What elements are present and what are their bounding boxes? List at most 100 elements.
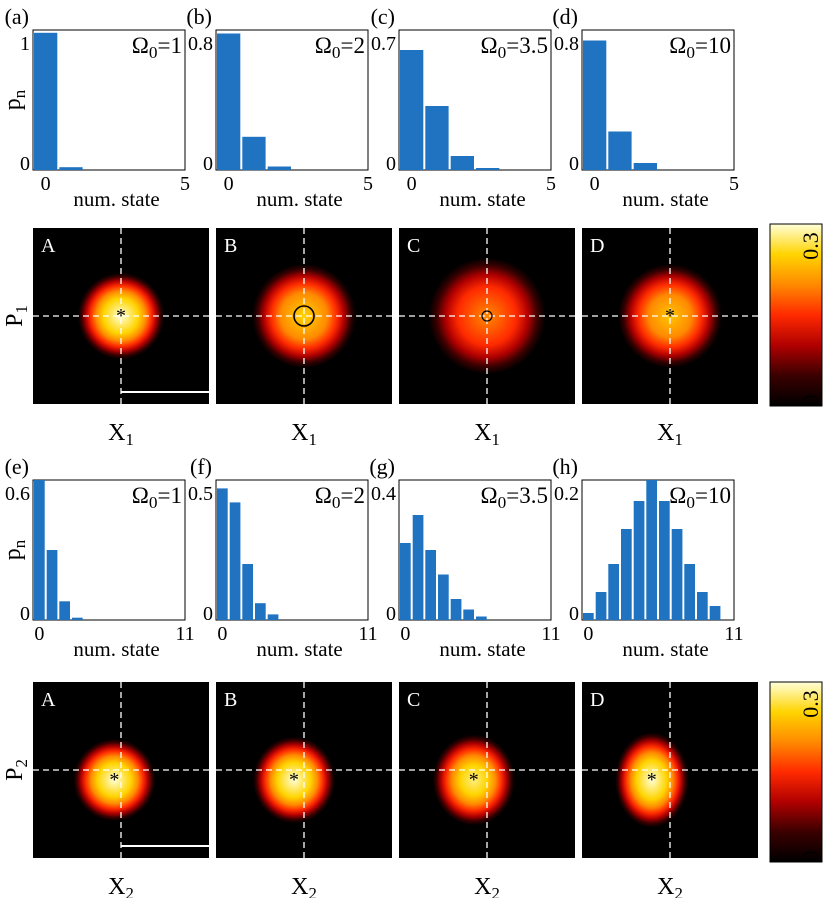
omega-subscript: 0 (332, 493, 341, 512)
bar (242, 564, 253, 620)
wigner-distribution (73, 738, 156, 821)
bar (633, 163, 657, 170)
bar (400, 50, 424, 170)
bar (46, 550, 58, 620)
bar (450, 156, 474, 170)
omega-symbol: Ω (481, 483, 498, 508)
plot-frame (581, 479, 735, 621)
x-axis-label: X2 (108, 874, 134, 898)
omega-value: =2 (341, 33, 365, 58)
y-axis-label-sub: n (10, 89, 29, 98)
y-axis-label: pn (0, 539, 29, 560)
bar (400, 543, 411, 620)
bar (583, 613, 594, 620)
x-tick-max: 11 (541, 623, 560, 645)
x-axis-label-main: X (657, 874, 674, 898)
y-tick-zero: 0 (569, 153, 579, 175)
x-axis-label-main: X (657, 420, 674, 446)
y-tick-zero: 0 (20, 603, 30, 625)
omega-symbol: Ω (315, 33, 332, 58)
map-y-axis-label-sub: 1 (12, 305, 31, 313)
y-axis-label: pn (0, 89, 29, 110)
map-y-axis-label-main: P (2, 768, 28, 781)
x-axis-label: num. state (73, 637, 159, 661)
x-tick-max: 5 (180, 173, 190, 195)
map-letter: D (590, 689, 604, 711)
plot-frame (398, 479, 552, 621)
x-axis-label-main: X (108, 420, 125, 446)
map-y-axis-label: P2 (2, 759, 31, 781)
x-axis-label-main: X (291, 874, 308, 898)
map-letter: B (224, 235, 237, 257)
omega-subscript: 0 (686, 43, 695, 62)
map-panel-d: *D (582, 228, 758, 404)
center-marker: * (647, 769, 657, 791)
x-tick-0: 0 (583, 623, 593, 645)
map-letter: C (407, 235, 420, 257)
omega-value: =10 (695, 483, 731, 508)
colorbar-min-label: 0 (798, 395, 823, 406)
x-axis-label-sub: 1 (674, 430, 682, 449)
map-y-axis-label-main: P (2, 314, 28, 327)
bar (217, 33, 241, 170)
x-axis-label: X2 (291, 874, 317, 898)
bar (217, 488, 228, 620)
map-y-axis-label: P1 (2, 305, 31, 327)
omega-value: =3.5 (506, 483, 548, 508)
wigner-distribution (252, 264, 356, 368)
y-tick-zero: 0 (203, 603, 213, 625)
omega-symbol: Ω (481, 33, 498, 58)
x-axis-label: num. state (73, 187, 159, 211)
bar (709, 606, 721, 620)
center-marker: * (109, 769, 119, 791)
bar-panel-f: Ω0=2 (215, 479, 369, 621)
plot-frame (32, 29, 186, 171)
map-panel-b: B (216, 228, 392, 404)
panel-label: (f) (190, 454, 212, 479)
bar (646, 480, 657, 620)
x-tick-max: 5 (546, 173, 556, 195)
bar (425, 106, 449, 170)
x-axis-label-sub: 1 (308, 430, 316, 449)
bar (412, 515, 424, 620)
scale-bar-label: 5 (190, 818, 201, 842)
map-panel-a: * A 5 (33, 228, 271, 404)
bar (697, 592, 708, 620)
x-axis-label-sub: 1 (125, 430, 133, 449)
x-axis-label-sub: 2 (491, 884, 499, 898)
omega-subscript: 0 (686, 493, 695, 512)
x-axis-label: X1 (474, 420, 500, 449)
center-marker: * (116, 305, 126, 327)
x-axis-label-main: X (474, 874, 491, 898)
bar-panel-e: Ω0=1 (32, 479, 186, 621)
omega-symbol: Ω (132, 33, 149, 58)
x-axis-label-main: X (474, 420, 491, 446)
x-axis-label: X2 (474, 874, 500, 898)
colorbar (769, 681, 823, 863)
y-axis-label-main: p (0, 548, 26, 560)
map-y-axis-label-sub: 2 (12, 759, 31, 767)
bar-panel-d: Ω0=10 (581, 29, 735, 171)
x-axis-label: num. state (256, 187, 342, 211)
y-tick-max: 0.5 (188, 483, 213, 505)
colorbar-max-label: 0.3 (798, 690, 823, 718)
colorbar-min-label: 0 (798, 851, 823, 862)
x-tick-0: 0 (400, 623, 410, 645)
x-axis-label-sub: 2 (125, 884, 133, 898)
x-tick-0: 0 (224, 173, 234, 195)
y-tick-zero: 0 (20, 153, 30, 175)
center-marker: * (289, 769, 299, 791)
bar (255, 603, 266, 620)
omega-subscript: 0 (498, 493, 507, 512)
y-tick-zero: 0 (386, 153, 396, 175)
bar (608, 131, 632, 170)
y-tick-max: 0.8 (188, 33, 213, 55)
omega-value: =3.5 (506, 33, 548, 58)
x-tick-0: 0 (41, 173, 51, 195)
map-letter: C (407, 689, 420, 711)
y-tick-zero: 0 (386, 603, 396, 625)
y-tick-max: 0.7 (371, 33, 396, 55)
omega-subscript: 0 (332, 43, 341, 62)
panel-label: (g) (369, 454, 395, 479)
